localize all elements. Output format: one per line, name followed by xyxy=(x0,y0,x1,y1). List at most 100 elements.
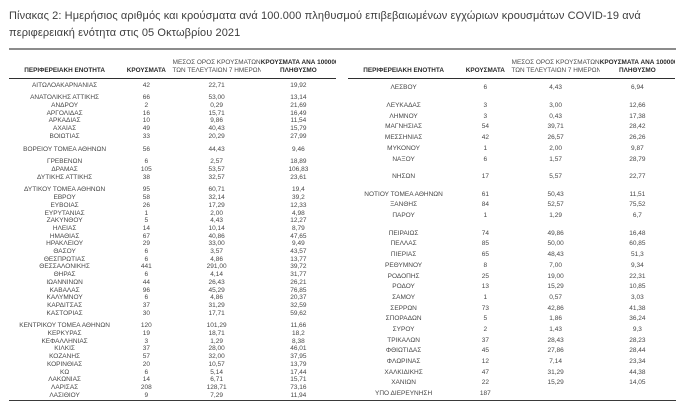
table-row: ΚΙΛΚΙΣ 37 28,00 46,01 xyxy=(9,345,336,353)
covid-table-right: ΠΕΡΙΦΕΡΕΙΑΚΗ ΕΝΟΤΗΤΑ ΚΡΟΥΣΜΑΤΑ ΜΕΣΟΣ ΟΡΟ… xyxy=(348,53,675,399)
table-row: ΛΗΜΝΟΥ 3 0,43 17,38 xyxy=(348,111,675,122)
region-name-cell: ΑΝΔΡΟΥ xyxy=(51,102,79,110)
table-row: ΗΛΕΙΑΣ 14 10,14 8,79 xyxy=(9,225,336,233)
cases-cell: 13 xyxy=(481,283,489,291)
avg-7day-cell: 31,29 xyxy=(208,301,225,309)
table-row: ΝΟΤΙΟΥ ΤΟΜΕΑ ΑΘΗΝΩΝ 61 50,43 11,51 xyxy=(348,189,675,200)
avg-7day-cell: 32,14 xyxy=(208,194,225,202)
cases-cell: 19 xyxy=(142,330,150,338)
avg-7day-cell: 1,29 xyxy=(549,212,562,220)
cases-cell: 3 xyxy=(483,112,488,120)
table-row: ΕΥΒΟΙΑΣ 26 17,29 12,33 xyxy=(9,202,336,210)
cases-cell: 47 xyxy=(481,368,489,376)
region-name-cell: ΧΑΝΙΩΝ xyxy=(391,379,416,387)
per-100k-cell: 9,46 xyxy=(292,145,305,153)
table-row: ΚΑΡΔΙΤΣΑΣ 37 31,29 32,59 xyxy=(9,302,336,310)
column-header-region: ΠΕΡΙΦΕΡΕΙΑΚΗ ΕΝΟΤΗΤΑ xyxy=(9,53,121,79)
cases-cell: 16 xyxy=(142,109,150,117)
table-row: ΡΟΔΟΠΗΣ 25 19,00 22,31 xyxy=(348,271,675,282)
table-row: ΚΑΣΤΟΡΙΑΣ 30 17,71 59,62 xyxy=(9,310,336,318)
avg-7day-cell: 53,57 xyxy=(208,165,225,173)
avg-7day-cell: 18,71 xyxy=(208,330,225,338)
avg-7day-cell: 3,57 xyxy=(210,248,223,256)
region-name-cell: ΜΑΓΝΗΣΙΑΣ xyxy=(385,123,423,131)
per-100k-cell: 32,59 xyxy=(290,301,307,309)
avg-7day-cell: 7,14 xyxy=(549,358,562,366)
region-name-cell: ΑΡΚΑΔΙΑΣ xyxy=(48,117,81,125)
region-name-cell: ΞΑΝΘΗΣ xyxy=(390,201,418,209)
per-100k-cell: 39,2 xyxy=(292,194,305,202)
cases-cell: 6 xyxy=(483,155,488,163)
per-100k-cell: 36,24 xyxy=(629,315,646,323)
cases-cell: 5 xyxy=(144,217,149,225)
region-name-cell: ΛΑΣΙΘΙΟΥ xyxy=(49,391,80,399)
avg-7day-cell: 32,00 xyxy=(208,353,225,361)
region-name-cell: ΛΕΥΚΑΔΑΣ xyxy=(386,102,421,110)
per-100k-cell: 17,44 xyxy=(290,368,307,376)
region-name-cell: ΝΗΣΩΝ xyxy=(392,173,416,181)
region-name-cell: ΚΑΒΑΛΑΣ xyxy=(49,286,80,294)
per-100k-cell: 27,99 xyxy=(290,132,307,140)
avg-7day-cell: 44,43 xyxy=(208,145,225,153)
per-100k-cell: 26,21 xyxy=(290,278,307,286)
cases-cell: 105 xyxy=(140,165,152,173)
cases-cell: 120 xyxy=(140,322,152,330)
table-row: ΚΕΝΤΡΙΚΟΥ ΤΟΜΕΑ ΑΘΗΝΩΝ 120 101,29 11,66 xyxy=(9,322,336,330)
avg-7day-cell: 4,86 xyxy=(210,294,223,302)
per-100k-cell: 13,77 xyxy=(290,255,307,263)
per-100k-cell: 11,94 xyxy=(290,391,307,399)
cases-cell: 26 xyxy=(142,201,150,209)
cases-cell: 2 xyxy=(144,102,149,110)
table-row: ΒΟΙΩΤΙΑΣ 33 20,29 27,99 xyxy=(9,133,336,141)
per-100k-cell: 76,85 xyxy=(290,286,307,294)
table-row: ΞΑΝΘΗΣ 84 52,57 75,52 xyxy=(348,200,675,211)
per-100k-cell: 9,34 xyxy=(631,261,644,269)
table-row: ΧΑΛΚΙΔΙΚΗΣ 47 31,29 44,38 xyxy=(348,367,675,378)
per-100k-cell: 21,69 xyxy=(290,102,307,110)
per-100k-cell: 11,51 xyxy=(629,190,646,198)
region-name-cell: ΚΕΦΑΛΛΗΝΙΑΣ xyxy=(41,337,88,345)
per-100k-cell: 18,89 xyxy=(290,158,307,166)
avg-7day-cell: 101,29 xyxy=(206,322,227,330)
cases-cell: 17 xyxy=(481,173,489,181)
region-name-cell: ΛΑΚΩΝΙΑΣ xyxy=(48,376,81,384)
region-name-cell: ΑΙΤΩΛΟΑΚΑΡΝΑΝΙΑΣ xyxy=(31,81,98,89)
spacer-row xyxy=(348,221,675,228)
avg-7day-cell: 3,00 xyxy=(549,102,562,110)
table-row: ΓΡΕΒΕΝΩΝ 6 2,57 18,89 xyxy=(9,158,336,166)
region-name-cell: ΚΕΡΚΥΡΑΣ xyxy=(47,330,82,338)
table-row: ΖΑΚΥΝΘΟΥ 5 4,43 12,27 xyxy=(9,217,336,225)
region-name-cell: ΜΥΚΟΝΟΥ xyxy=(387,144,420,152)
avg-7day-cell: 10,57 xyxy=(208,360,225,368)
per-100k-cell: 12,33 xyxy=(290,201,307,209)
cases-cell: 5 xyxy=(483,315,488,323)
per-100k-cell: 9,49 xyxy=(292,240,305,248)
region-name-cell: ΧΑΛΚΙΔΙΚΗΣ xyxy=(384,368,423,376)
region-name-cell: ΑΡΓΟΛΙΔΑΣ xyxy=(46,109,83,117)
per-100k-cell: 73,16 xyxy=(290,383,307,391)
cases-cell: 6 xyxy=(144,158,149,166)
cases-cell: 10 xyxy=(142,117,150,125)
column-header-per100k: ΚΡΟΥΣΜΑΤΑ ΑΝΑ 100000 ΠΛΗΘΥΣΜΟ xyxy=(260,53,336,79)
table-row: ΜΑΓΝΗΣΙΑΣ 54 39,71 28,42 xyxy=(348,122,675,133)
region-name-cell: ΚΟΡΙΝΘΙΑΣ xyxy=(46,360,83,368)
cases-cell: 58 xyxy=(142,194,150,202)
region-name-cell: ΘΕΣΠΡΩΤΙΑΣ xyxy=(43,255,86,263)
region-name-cell: ΠΕΛΛΑΣ xyxy=(390,240,417,248)
table-row: ΜΥΚΟΝΟΥ 1 2,00 9,87 xyxy=(348,143,675,154)
avg-7day-cell: 60,71 xyxy=(208,186,225,194)
region-name-cell: ΡΕΘΥΜΝΟΥ xyxy=(385,261,423,269)
right-table-body: ΛΕΣΒΟΥ 6 4,43 6,94 ΛΕΥΚΑΔΑΣ 3 3,00 12,66 ΛΗΜΝΟΥ 3… xyxy=(348,78,675,399)
cases-cell: 22 xyxy=(481,379,489,387)
cases-cell: 44 xyxy=(142,278,150,286)
region-name-cell: ΣΥΡΟΥ xyxy=(392,325,415,333)
table-row: ΑΧΑΪΑΣ 49 40,43 15,79 xyxy=(9,125,336,133)
region-name-cell: ΠΕΙΡΑΙΩΣ xyxy=(388,229,419,237)
per-100k-cell: 18,2 xyxy=(292,330,305,338)
per-100k-cell: 37,95 xyxy=(290,353,307,361)
per-100k-cell: 9,3 xyxy=(632,325,642,333)
table-row: ΚΟΖΑΝΗΣ 57 32,00 37,95 xyxy=(9,353,336,361)
avg-7day-cell: 52,57 xyxy=(547,201,564,209)
region-name-cell: ΗΛΕΙΑΣ xyxy=(52,224,77,232)
cases-cell: 33 xyxy=(142,132,150,140)
